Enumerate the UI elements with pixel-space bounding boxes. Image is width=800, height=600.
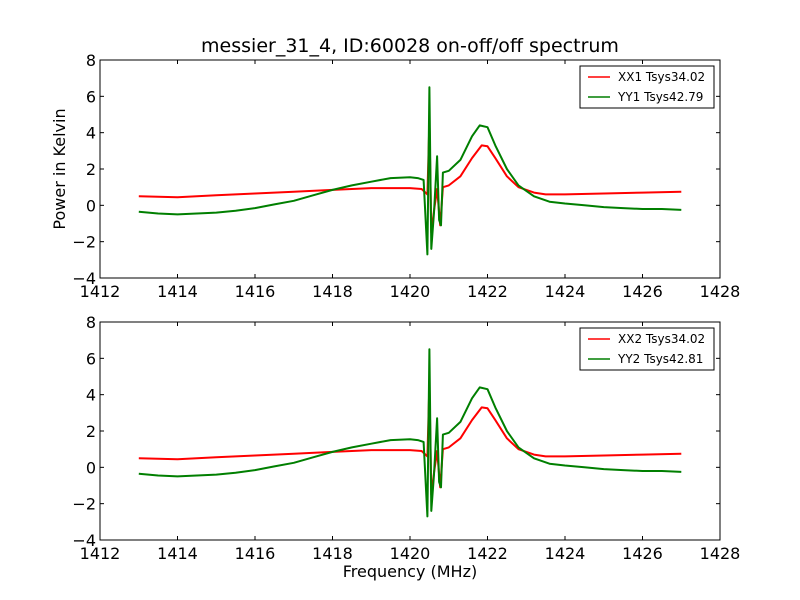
x-tick-label: 1414 (157, 544, 198, 563)
y-tick-label: −2 (72, 495, 96, 514)
x-tick-label: 1418 (312, 282, 353, 301)
y-tick-label: 6 (86, 87, 96, 106)
y-tick-label: 2 (86, 160, 96, 179)
x-tick-label: 1420 (390, 282, 431, 301)
series-line-2 (138, 86, 682, 256)
y-tick-label: 4 (86, 386, 96, 405)
x-tick-label: 1416 (235, 544, 276, 563)
y-tick-label: −4 (72, 269, 96, 288)
y-tick-label: −2 (72, 233, 96, 252)
chart-title: messier_31_4, ID:60028 on-off/off spectr… (201, 35, 619, 57)
legend-entry-label: YY1 Tsys42.79 (617, 90, 703, 104)
legend: XX2 Tsys34.02 YY2 Tsys42.81 (579, 327, 715, 371)
legend-box (579, 327, 715, 371)
x-tick-label: 1414 (157, 282, 198, 301)
panel-1: 1412 1414 1416 1418 1420 1422 1424 1426 1428 −4 −2… (72, 51, 740, 301)
x-tick-label: 1426 (622, 544, 663, 563)
x-tick-label: 1412 (80, 282, 121, 301)
x-tick-label: 1428 (700, 544, 741, 563)
series-line-2 (138, 348, 682, 518)
y-tick-label: 8 (86, 313, 96, 332)
y-tick-label: 6 (86, 349, 96, 368)
y-tick-label: 0 (86, 196, 96, 215)
legend-entry-label: XX1 Tsys34.02 (618, 70, 705, 84)
y-tick-label: 0 (86, 458, 96, 477)
legend-box (579, 65, 715, 109)
x-tick-label: 1412 (80, 544, 121, 563)
legend-entry-label: XX2 Tsys34.02 (618, 332, 705, 346)
x-tick-label: 1422 (467, 544, 508, 563)
x-tick-label: 1424 (545, 544, 586, 563)
panels: 1412 1414 1416 1418 1420 1422 1424 1426 1428 −4 −2… (72, 51, 740, 563)
legend-entry-label: YY2 Tsys42.81 (617, 352, 703, 366)
x-tick-label: 1418 (312, 544, 353, 563)
x-tick-label: 1416 (235, 282, 276, 301)
x-tick-label: 1420 (390, 544, 431, 563)
panel-2: 1412 1414 1416 1418 1420 1422 1424 1426 1428 −4 −2… (72, 313, 740, 563)
y-tick-label: −4 (72, 531, 96, 550)
x-tick-label: 1424 (545, 282, 586, 301)
x-tick-label: 1426 (622, 282, 663, 301)
y-tick-label: 8 (86, 51, 96, 70)
x-tick-label: 1422 (467, 282, 508, 301)
y-tick-label: 4 (86, 124, 96, 143)
x-tick-label: 1428 (700, 282, 741, 301)
y-axis-label: Power in Kelvin (50, 108, 69, 229)
x-axis-label: Frequency (MHz) (343, 562, 477, 581)
y-tick-label: 2 (86, 422, 96, 441)
legend: XX1 Tsys34.02 YY1 Tsys42.79 (579, 65, 715, 109)
